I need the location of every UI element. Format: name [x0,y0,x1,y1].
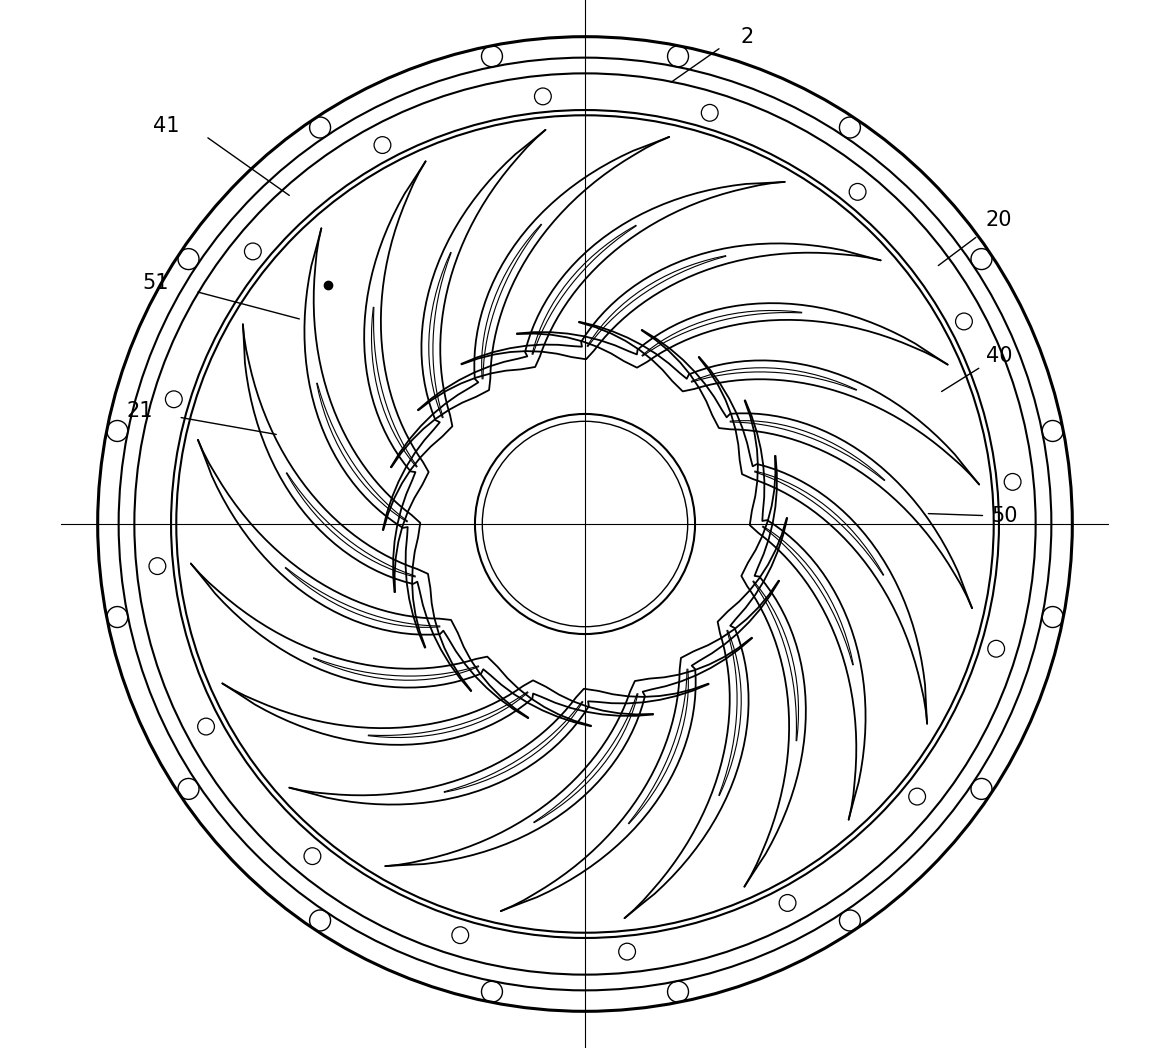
Text: 40: 40 [985,346,1012,367]
Text: 20: 20 [985,210,1012,231]
Text: 2: 2 [741,26,755,47]
Text: 50: 50 [991,505,1018,526]
Text: 21: 21 [126,400,153,421]
Text: 51: 51 [142,272,168,293]
Text: 41: 41 [152,115,179,136]
